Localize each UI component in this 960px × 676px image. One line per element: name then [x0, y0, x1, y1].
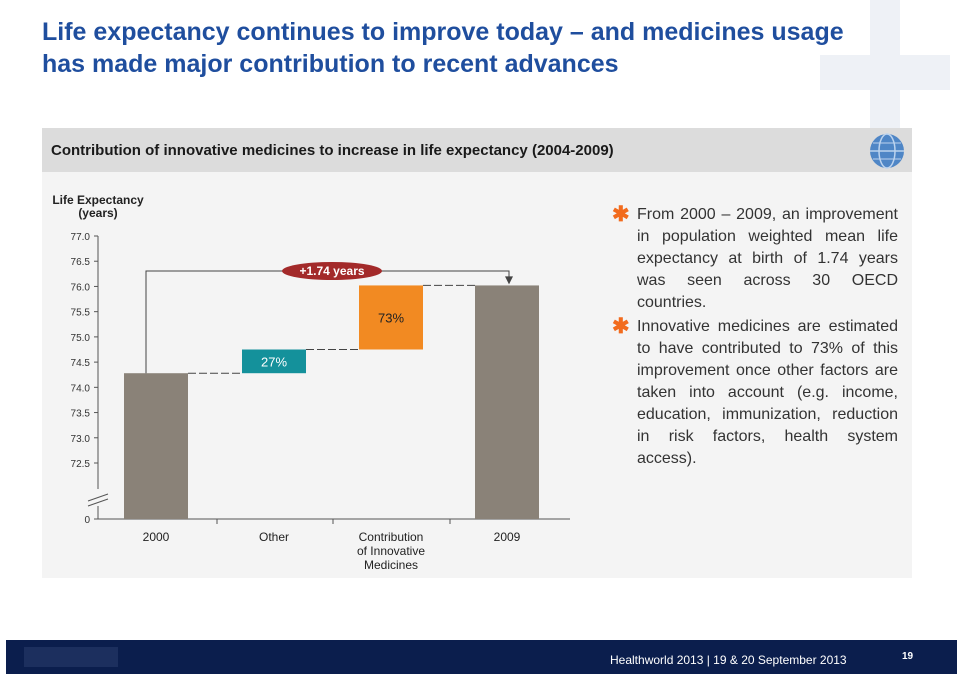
bar-contribution-of-innovative-medicines	[359, 285, 423, 350]
annotation-arrowhead	[505, 276, 513, 285]
x-category-label: Contribution	[359, 530, 424, 544]
x-category-label: 2000	[143, 530, 170, 544]
slide-title-line-2: has made major contribution to recent ad…	[42, 50, 619, 78]
x-category-label: Other	[259, 530, 289, 544]
y-axis-label: Life Expectancy	[52, 193, 144, 207]
bar-2009	[475, 285, 539, 519]
x-category-label: of Innovative	[357, 544, 425, 558]
asterisk-icon: ✱	[612, 315, 630, 338]
y-tick-label: 75.5	[71, 308, 91, 319]
y-tick-label: 72.5	[71, 459, 91, 470]
bullet-item: ✱ Innovative medicines are estimated to …	[610, 316, 898, 470]
y-tick-label: 73.5	[71, 409, 91, 420]
bar-data-label: 27%	[261, 354, 287, 369]
bullet-item: ✱ From 2000 – 2009, an improvement in po…	[610, 204, 898, 314]
footer-event-text: Healthworld 2013 | 19 & 20 September 201…	[610, 653, 847, 667]
bullet-list: ✱ From 2000 – 2009, an improvement in po…	[610, 204, 898, 472]
waterfall-chart: Life Expectancy(years) 0 72.5 73.0 73.5 74.0 7…	[52, 193, 570, 572]
axis-break-mark	[87, 498, 109, 507]
y-tick-label: 77.0	[71, 232, 91, 243]
y-tick-label: 74.5	[71, 358, 91, 369]
bar-data-label: 73%	[378, 310, 404, 325]
y-tick-label: 76.5	[71, 257, 91, 268]
bar-2000	[124, 373, 188, 519]
annotation-pill	[282, 262, 382, 280]
bar-other	[242, 349, 306, 374]
asterisk-icon: ✱	[612, 203, 630, 226]
globe-icon	[870, 133, 904, 169]
x-category-label: Medicines	[364, 558, 418, 572]
axis-break-mark	[87, 493, 109, 502]
slide-title: Life expectancy continues to improve tod…	[42, 16, 902, 80]
annotation-text: +1.74 years	[299, 264, 364, 278]
annotation-bracket	[145, 270, 510, 374]
footer-logo	[24, 647, 118, 667]
bullet-text: From 2000 – 2009, an improvement in popu…	[637, 206, 898, 311]
y-tick-label: 73.0	[71, 434, 91, 445]
y-axis-label: (years)	[78, 206, 117, 220]
panel-header: Contribution of innovative medicines to …	[42, 128, 912, 172]
y-tick-label: 74.0	[71, 383, 91, 394]
footer-bar: Healthworld 2013 | 19 & 20 September 201…	[6, 640, 957, 674]
y-tick-label: 75.0	[71, 333, 91, 344]
panel-title: Contribution of innovative medicines to …	[51, 142, 614, 159]
chart-panel: Contribution of innovative medicines to …	[42, 128, 912, 578]
slide-title-line-1: Life expectancy continues to improve tod…	[42, 18, 844, 46]
y-tick-label: 76.0	[71, 282, 91, 293]
bullet-text: Innovative medicines are estimated to ha…	[637, 318, 898, 467]
decorative-star-graphic	[820, 0, 950, 190]
page-number: 19	[902, 651, 914, 662]
y-tick-label: 0	[84, 515, 90, 526]
x-category-label: 2009	[494, 530, 521, 544]
